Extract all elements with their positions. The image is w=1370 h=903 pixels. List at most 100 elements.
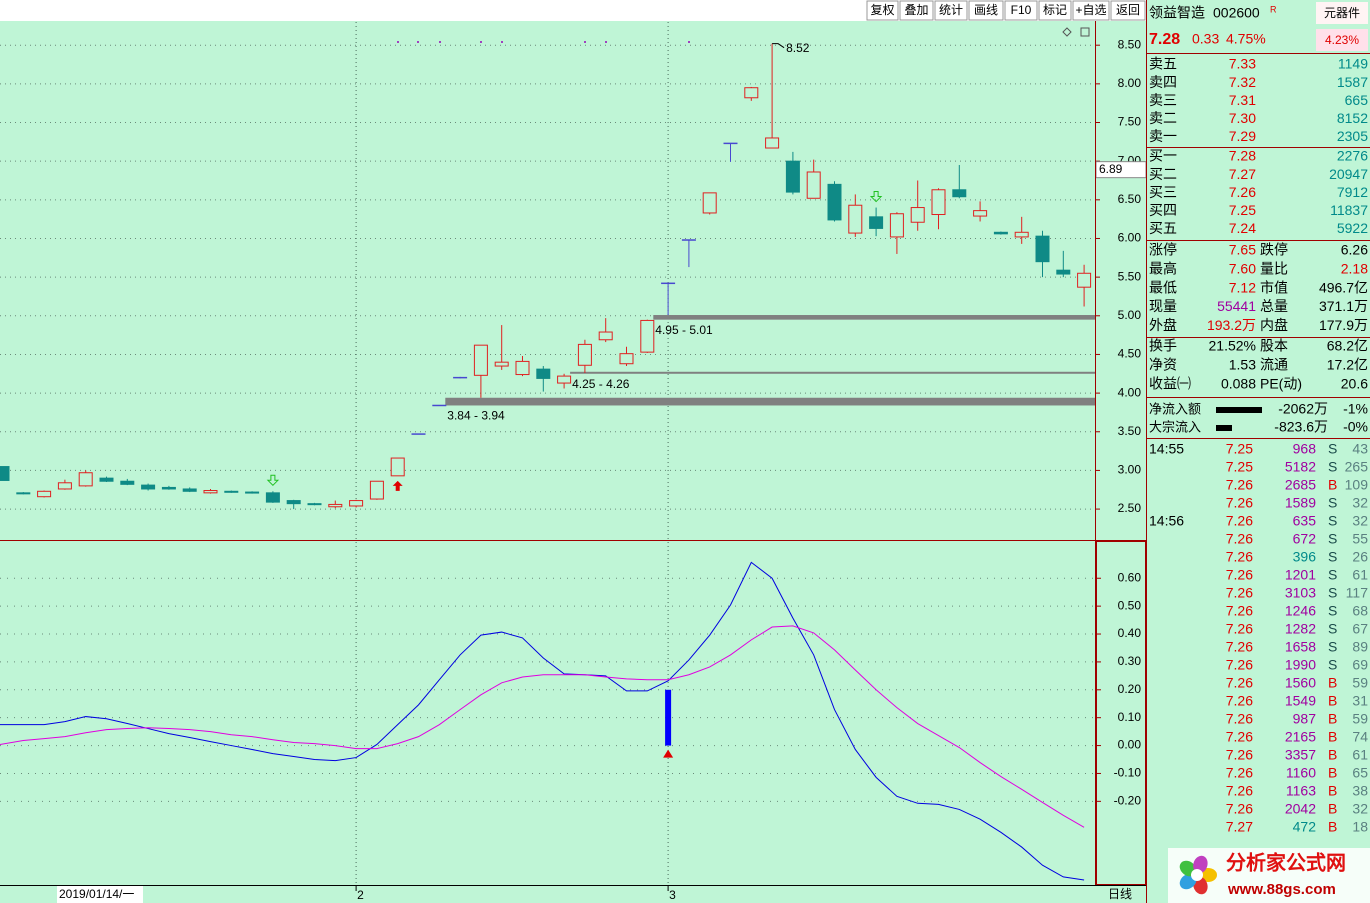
gap-label: 4.95 - 5.01: [655, 323, 713, 337]
tick-count: 32: [1352, 513, 1368, 529]
candle-body: [1014, 231, 1029, 238]
toolbar-button[interactable]: [968, 0, 1004, 21]
tick-volume: 472: [1293, 819, 1317, 835]
candle-body: [619, 353, 634, 365]
toolbar-button-label[interactable]: +自选: [1075, 3, 1106, 17]
stat-value: 6.26: [1341, 242, 1368, 258]
candle-body: [806, 171, 821, 199]
y-tick-label: 8.00: [1118, 76, 1142, 90]
tick-price: 7.26: [1226, 675, 1253, 691]
badge-box: [1316, 29, 1368, 51]
tick-price: 7.26: [1226, 801, 1253, 817]
flow-value: -2062万: [1278, 401, 1328, 417]
candle-body: [1077, 272, 1092, 288]
toolbar-button[interactable]: [1072, 0, 1110, 21]
book-volume: 7912: [1337, 184, 1368, 200]
tick-price: 7.25: [1226, 441, 1253, 457]
tick-side: B: [1328, 675, 1337, 691]
industry[interactable]: 元器件: [1324, 6, 1360, 20]
tick-price: 7.26: [1226, 639, 1253, 655]
book-volume: 11837: [1330, 202, 1368, 218]
book-label: 买一: [1149, 148, 1177, 164]
candle-body: [536, 368, 551, 379]
cursor-date-box: [57, 886, 143, 903]
candle-body: [952, 189, 967, 198]
tick-count: 265: [1345, 459, 1369, 475]
candle-body: [203, 490, 218, 494]
toolbar-button-label[interactable]: 复权: [870, 3, 894, 17]
stat-value: 7.65: [1229, 242, 1256, 258]
book-volume: 20947: [1329, 166, 1368, 182]
toolbar-button-label[interactable]: 标记: [1043, 3, 1067, 17]
info-value: 68.2亿: [1327, 338, 1368, 354]
tick-count: 59: [1352, 675, 1368, 691]
toolbar-button-label[interactable]: 叠加: [904, 3, 928, 17]
tick-price: 7.26: [1226, 621, 1253, 637]
candle-body: [0, 466, 10, 481]
y-tick-label: -0.20: [1114, 794, 1142, 808]
candle-body: [973, 210, 988, 217]
toolbar-button-label[interactable]: 画线: [974, 3, 998, 17]
toolbar-button-label[interactable]: F10: [1011, 3, 1032, 17]
price-change: 0.33: [1192, 31, 1219, 47]
tick-volume: 396: [1293, 549, 1317, 565]
top-dots: [397, 41, 690, 43]
toolbar-button[interactable]: [934, 0, 968, 21]
candle-body: [286, 500, 301, 505]
tick-side: S: [1328, 567, 1337, 583]
toolbar-button[interactable]: [1038, 0, 1072, 21]
y-tick-label: 0.20: [1118, 682, 1142, 696]
tick-price: 7.26: [1226, 603, 1253, 619]
tick-volume: 2165: [1285, 729, 1316, 745]
candle-body: [245, 491, 260, 494]
candle-body: [702, 192, 717, 214]
diamond-icon[interactable]: [1062, 27, 1072, 37]
gap-label: 4.25 - 4.26: [572, 377, 630, 391]
toolbar-button[interactable]: [866, 0, 899, 21]
info-label: 流通: [1260, 357, 1288, 373]
tick-side: S: [1328, 495, 1337, 511]
info-label: PE(动): [1260, 376, 1302, 392]
tick-count: 43: [1352, 441, 1368, 457]
candle-body: [349, 500, 364, 507]
book-label: 卖三: [1149, 92, 1177, 108]
candle-body: [889, 213, 904, 238]
tick-side: S: [1328, 441, 1337, 457]
candle-body: [744, 87, 759, 99]
toolbar-button[interactable]: [899, 0, 934, 21]
y-tick-label: 0.60: [1118, 570, 1142, 584]
tick-count: 74: [1352, 729, 1368, 745]
flow-pct: -1%: [1343, 401, 1368, 417]
book-volume: 2276: [1337, 148, 1368, 164]
stat-value: 193.2万: [1207, 317, 1256, 333]
toolbar-button-label[interactable]: 统计: [939, 3, 963, 17]
book-label: 卖五: [1149, 56, 1177, 72]
stat-label: 市值: [1260, 279, 1288, 295]
tick-price: 7.26: [1226, 711, 1253, 727]
y-tick-label: 8.50: [1118, 37, 1142, 51]
square-icon[interactable]: [1080, 27, 1090, 37]
candle-body: [557, 375, 572, 384]
y-tick-label: 7.50: [1118, 115, 1142, 129]
stock-name: 领益智造: [1149, 5, 1205, 21]
info-label: 净资: [1149, 357, 1177, 373]
price-change-pct: 4.75%: [1226, 31, 1266, 47]
book-label: 买二: [1149, 166, 1177, 182]
toolbar-button[interactable]: [1004, 0, 1038, 21]
y-tick-label: 3.50: [1118, 424, 1142, 438]
stat-label: 跌停: [1260, 242, 1288, 258]
book-price: 7.31: [1229, 92, 1256, 108]
toolbar-button-label[interactable]: 返回: [1116, 3, 1140, 17]
y-tick-label: 6.00: [1118, 231, 1142, 245]
stock-code: 002600: [1213, 5, 1260, 21]
tick-count: 109: [1345, 477, 1369, 493]
x-tick-label: 2: [357, 888, 364, 902]
tick-price: 7.26: [1226, 531, 1253, 547]
candle-body: [390, 457, 405, 477]
tick-count: 18: [1352, 819, 1368, 835]
toolbar-button[interactable]: [1110, 0, 1146, 21]
gap-band: [570, 371, 1095, 374]
high-label: 8.52: [786, 41, 810, 55]
info-value: 1.53: [1229, 357, 1256, 373]
tick-side: S: [1328, 639, 1337, 655]
